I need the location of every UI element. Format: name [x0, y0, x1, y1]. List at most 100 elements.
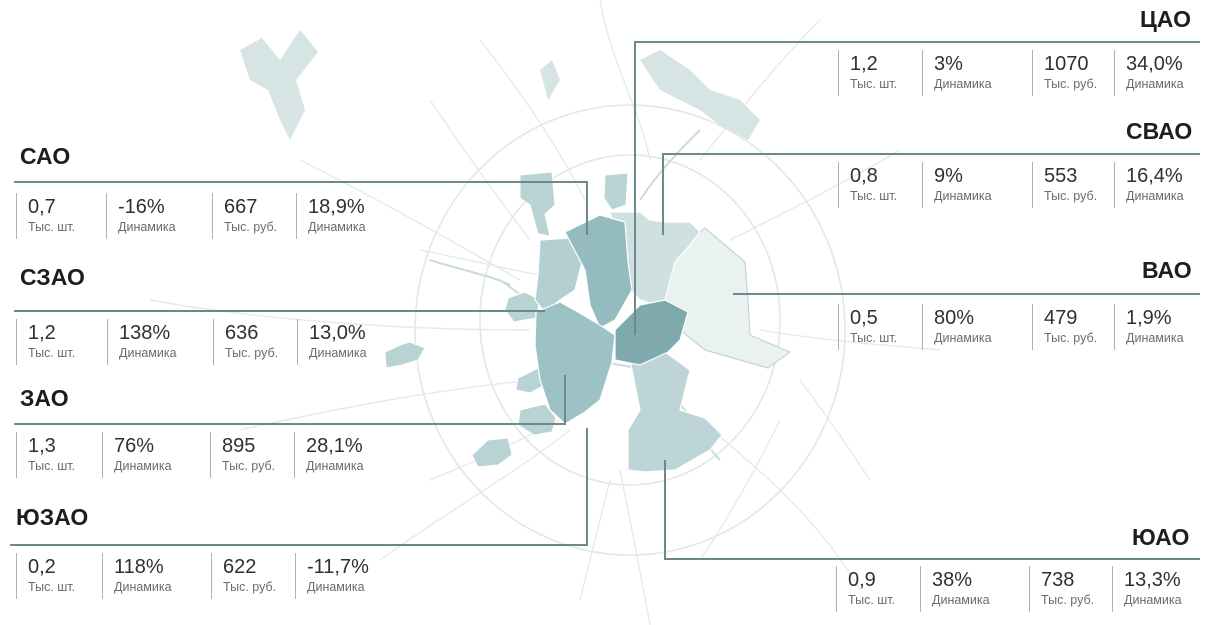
stat-label: Динамика	[309, 346, 367, 360]
district-title: ЮАО	[1132, 524, 1190, 550]
leader-sao	[14, 181, 588, 235]
district-stats: 0,9 Тыс. шт. 38% Динамика 738 Тыс. руб. 13,…	[836, 566, 1202, 612]
stat-count-dynamics: 9% Динамика	[922, 162, 1032, 208]
district-title: САО	[20, 143, 71, 169]
stat-value: 13,0%	[309, 322, 366, 344]
stat-label: Динамика	[934, 331, 992, 345]
district-title: СВАО	[1126, 118, 1193, 144]
districts	[534, 211, 791, 473]
stat-value: 18,9%	[308, 196, 365, 218]
district-stats: 0,5 Тыс. шт. 80% Динамика 479 Тыс. руб. 1,9…	[838, 304, 1204, 350]
stat-label: Тыс. шт.	[28, 459, 76, 473]
district-stats: 0,2 Тыс. шт. 118% Динамика 622 Тыс. руб. -1…	[16, 553, 385, 599]
stat-price: 895 Тыс. руб.	[210, 432, 294, 478]
stat-price-dynamics: 13,3% Динамика	[1112, 566, 1202, 612]
stat-price: 636 Тыс. руб.	[213, 319, 297, 365]
district-stats: 0,7 Тыс. шт. -16% Динамика 667 Тыс. руб. 18…	[16, 193, 386, 239]
district-shape-cao	[614, 299, 689, 366]
stat-value: 553	[1044, 165, 1078, 187]
district-shape-zao	[534, 301, 616, 425]
stat-price: 622 Тыс. руб.	[211, 553, 295, 599]
stat-price-dynamics: -11,7% Динамика	[295, 553, 385, 599]
district-stats: 1,2 Тыс. шт. 138% Динамика 636 Тыс. руб. 13…	[16, 319, 387, 365]
stat-label: Тыс. руб.	[222, 459, 276, 473]
stat-label: Тыс. шт.	[850, 331, 898, 345]
stat-label: Тыс. руб.	[1041, 593, 1095, 607]
stat-value: 0,5	[850, 307, 878, 329]
stat-label: Тыс. шт.	[28, 346, 76, 360]
stat-price-dynamics: 18,9% Динамика	[296, 193, 386, 239]
stat-label: Тыс. шт.	[848, 593, 896, 607]
stat-value: 622	[223, 556, 257, 578]
leader-lines	[10, 41, 1200, 560]
leader-cao	[634, 41, 1200, 335]
stat-label: Динамика	[118, 220, 176, 234]
stat-price-dynamics: 13,0% Динамика	[297, 319, 387, 365]
stat-count: 1,2 Тыс. шт.	[838, 50, 922, 96]
stat-value: 28,1%	[306, 435, 363, 457]
stat-price: 553 Тыс. руб.	[1032, 162, 1114, 208]
stat-value: 34,0%	[1126, 53, 1183, 75]
leader-svao	[662, 153, 1200, 235]
stat-count: 0,2 Тыс. шт.	[16, 553, 102, 599]
stat-value: 0,9	[848, 569, 876, 591]
stat-price-dynamics: 16,4% Динамика	[1114, 162, 1204, 208]
leader-yuzao	[10, 428, 588, 546]
stat-price: 479 Тыс. руб.	[1032, 304, 1114, 350]
stat-label: Динамика	[1126, 331, 1184, 345]
stat-value: 16,4%	[1126, 165, 1183, 187]
stat-count: 1,2 Тыс. шт.	[16, 319, 107, 365]
district-title: ЗАО	[20, 385, 69, 411]
stat-label: Тыс. руб.	[1044, 77, 1098, 91]
stat-label: Динамика	[1126, 77, 1184, 91]
outer-areas	[384, 171, 629, 468]
district-stats: 1,2 Тыс. шт. 3% Динамика 1070 Тыс. руб. 34,…	[838, 50, 1204, 96]
stat-label: Тыс. руб.	[225, 346, 279, 360]
stat-value: 138%	[119, 322, 171, 344]
stat-value: 667	[224, 196, 258, 218]
stat-price: 1070 Тыс. руб.	[1032, 50, 1114, 96]
stat-count-dynamics: -16% Динамика	[106, 193, 212, 239]
stat-value: 3%	[934, 53, 963, 75]
stat-label: Тыс. шт.	[28, 580, 76, 594]
stat-value: 479	[1044, 307, 1078, 329]
district-shape-yuao	[627, 351, 723, 473]
stat-label: Динамика	[307, 580, 365, 594]
district-stats: 0,8 Тыс. шт. 9% Динамика 553 Тыс. руб. 16,4…	[838, 162, 1204, 208]
stat-count: 0,7 Тыс. шт.	[16, 193, 106, 239]
stat-value: 895	[222, 435, 256, 457]
stat-label: Динамика	[308, 220, 366, 234]
stat-price: 667 Тыс. руб.	[212, 193, 296, 239]
district-title: ВАО	[1142, 257, 1192, 283]
stat-value: 636	[225, 322, 259, 344]
stat-value: 1,3	[28, 435, 56, 457]
stat-value: 38%	[932, 569, 973, 591]
stat-label: Динамика	[934, 189, 992, 203]
leader-zao	[14, 375, 566, 425]
stat-count-dynamics: 38% Динамика	[920, 566, 1029, 612]
water-bodies	[240, 30, 760, 140]
stat-count-dynamics: 3% Динамика	[922, 50, 1032, 96]
district-title: ЦАО	[1140, 6, 1191, 32]
stat-price: 738 Тыс. руб.	[1029, 566, 1112, 612]
stat-label: Тыс. руб.	[223, 580, 277, 594]
ring-roads	[414, 104, 846, 556]
stat-label: Динамика	[1126, 189, 1184, 203]
stat-label: Тыс. шт.	[28, 220, 76, 234]
stat-label: Динамика	[119, 346, 177, 360]
stat-value: 13,3%	[1124, 569, 1181, 591]
stat-value: 1,9%	[1126, 307, 1172, 329]
stat-price-dynamics: 28,1% Динамика	[294, 432, 384, 478]
stat-value: 0,7	[28, 196, 56, 218]
stat-value: 76%	[114, 435, 155, 457]
stat-value: 1,2	[850, 53, 878, 75]
district-shape-sao	[564, 214, 633, 329]
stat-label: Динамика	[932, 593, 990, 607]
stat-label: Тыс. шт.	[850, 189, 898, 203]
stat-value: 9%	[934, 165, 963, 187]
stat-label: Динамика	[114, 459, 172, 473]
stat-count-dynamics: 118% Динамика	[102, 553, 211, 599]
stat-count-dynamics: 76% Динамика	[102, 432, 210, 478]
stat-value: 0,2	[28, 556, 56, 578]
